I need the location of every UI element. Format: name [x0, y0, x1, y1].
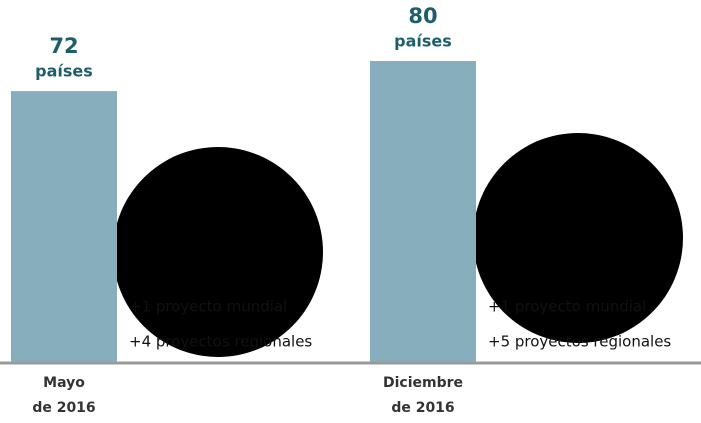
unit-label: países — [35, 62, 93, 81]
x-tick-label: Mayo — [43, 375, 85, 391]
chart: 72 países +1 proyecto mundial +4 proyectos … — [0, 0, 701, 423]
unit-label: países — [394, 32, 452, 51]
annotation: +4 proyectos regionales — [129, 333, 312, 351]
value-label: 72 — [49, 34, 78, 58]
bar — [11, 91, 117, 362]
annotation: +5 proyectos regionales — [488, 333, 671, 351]
value-label: 80 — [408, 4, 437, 28]
x-tick-label: de 2016 — [32, 400, 95, 416]
annotation: +1 proyecto mundial — [488, 298, 646, 316]
x-tick-label: Diciembre — [383, 375, 463, 391]
x-tick-label: de 2016 — [391, 400, 454, 416]
annotation: +1 proyecto mundial — [129, 298, 287, 316]
bar — [370, 61, 476, 362]
